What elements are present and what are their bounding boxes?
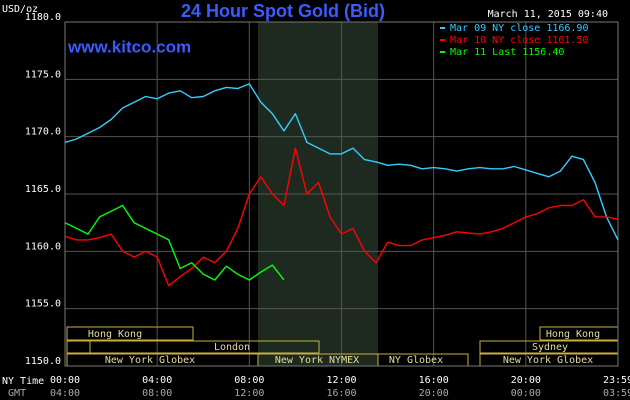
gmt-tick-label: 12:00 [234,388,264,399]
y-tick-label: 1160.0 [25,241,61,252]
session-label: New York Globex [503,355,593,366]
price-line [64,83,619,241]
session-label: London [214,342,250,353]
y-axis-label: USD/oz [2,4,38,15]
gmt-tick-label: 03:59 [603,388,630,399]
session-label: Sydney [532,342,568,353]
x-row-label: NY Time [2,376,44,387]
x-tick-label: 20:00 [511,375,541,386]
gmt-tick-label: 20:00 [419,388,449,399]
session-label: Hong Kong [88,329,142,340]
gmt-tick-label: 16:00 [326,388,356,399]
y-tick-label: 1165.0 [25,184,61,195]
plot-frame [64,21,619,367]
sessions: Hong Kong Hong Kong London Sydney New Yo… [66,326,619,367]
y-tick-label: 1170.0 [25,127,61,138]
gmt-tick-label: 04:00 [50,388,80,399]
y-tick-label: 1175.0 [25,69,61,80]
y-tick-label: 1150.0 [25,356,61,367]
x-tick-label: 16:00 [419,375,449,386]
x-tick-label: 04:00 [142,375,172,386]
gmt-tick-label: 08:00 [142,388,172,399]
x-tick-label: 23:59 [603,375,630,386]
gmt-tick-label: 00:00 [511,388,541,399]
price-line [64,204,285,281]
session-box [89,340,320,354]
site-annotation: www.kitco.com [67,37,191,56]
y-tick-label: 1155.0 [25,299,61,310]
x-tick-label: 00:00 [50,375,80,386]
session-label: NY Globex [389,355,443,366]
session-label: New York Globex [105,355,195,366]
timestamp: March 11, 2015 09:40 [488,9,608,20]
x-tick-label: 12:00 [326,375,356,386]
session-label: New York NYMEX [275,355,359,366]
chart-title: 24 Hour Spot Gold (Bid) [181,1,385,21]
legend-entry: Mar 10 NY close 1161.50 [450,35,588,46]
price-line [64,147,619,287]
legend-entry: Mar 11 Last 1156.40 [450,47,564,58]
session-box [66,326,194,341]
legend-entry: Mar 09 NY close 1166.90 [450,23,588,34]
session-label: Hong Kong [546,329,600,340]
x-row-label: GMT [8,388,26,399]
x-tick-label: 08:00 [234,375,264,386]
y-tick-label: 1180.0 [25,12,61,23]
